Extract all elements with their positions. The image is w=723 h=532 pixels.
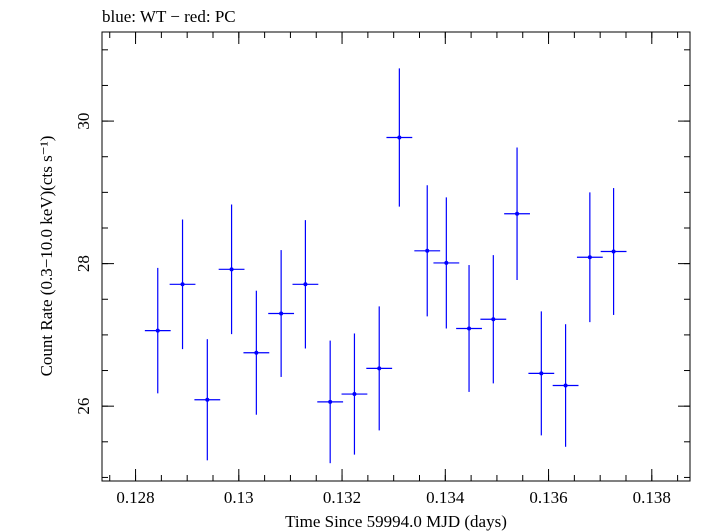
x-tick-label: 0.13 bbox=[224, 488, 254, 507]
point-marker bbox=[229, 267, 234, 272]
point-marker bbox=[491, 317, 496, 322]
point-marker bbox=[611, 249, 616, 254]
point-marker bbox=[539, 371, 544, 376]
point-marker bbox=[254, 350, 259, 355]
data-point bbox=[552, 324, 579, 447]
data-point bbox=[317, 340, 344, 464]
plot-frame bbox=[101, 31, 691, 482]
data-point bbox=[456, 265, 482, 392]
data-point bbox=[504, 147, 530, 281]
chart-title: blue: WT − red: PC bbox=[102, 7, 236, 26]
y-tick-label: 26 bbox=[74, 398, 93, 415]
y-tick-label: 30 bbox=[74, 113, 93, 130]
data-point bbox=[414, 185, 441, 317]
data-point bbox=[243, 290, 270, 415]
point-marker bbox=[425, 248, 430, 253]
data-point bbox=[218, 204, 245, 335]
data-point bbox=[268, 250, 295, 377]
data-point bbox=[169, 219, 196, 350]
data-point bbox=[341, 333, 368, 455]
data-point bbox=[144, 267, 171, 394]
point-marker bbox=[467, 326, 472, 331]
data-point bbox=[386, 68, 413, 207]
point-marker bbox=[444, 260, 449, 265]
data-point bbox=[480, 255, 507, 384]
data-series bbox=[144, 68, 627, 464]
x-tick-label: 0.138 bbox=[633, 488, 671, 507]
data-point bbox=[576, 192, 603, 323]
x-tick-label: 0.132 bbox=[323, 488, 361, 507]
point-marker bbox=[279, 311, 284, 316]
data-point bbox=[366, 306, 393, 431]
data-point bbox=[600, 188, 627, 315]
data-point bbox=[433, 197, 460, 329]
y-axis-label: Count Rate (0.3−10.0 keV)(cts s⁻¹) bbox=[37, 136, 56, 377]
point-marker bbox=[515, 211, 520, 216]
x-tick-label: 0.134 bbox=[426, 488, 465, 507]
point-marker bbox=[397, 135, 402, 140]
point-marker bbox=[563, 383, 568, 388]
x-axis-label: Time Since 59994.0 MJD (days) bbox=[285, 512, 507, 531]
point-marker bbox=[352, 392, 357, 397]
point-marker bbox=[180, 282, 185, 287]
point-marker bbox=[205, 397, 210, 402]
point-marker bbox=[328, 399, 333, 404]
x-tick-label: 0.136 bbox=[529, 488, 567, 507]
x-tick-label: 0.128 bbox=[116, 488, 154, 507]
y-tick-label: 28 bbox=[74, 255, 93, 272]
point-marker bbox=[377, 366, 382, 371]
point-marker bbox=[155, 328, 160, 333]
data-point bbox=[194, 339, 221, 461]
data-point bbox=[528, 311, 555, 436]
data-point bbox=[292, 220, 319, 349]
point-marker bbox=[587, 255, 592, 260]
y-axis-ticks: 26 28 30 bbox=[74, 49, 690, 478]
point-marker bbox=[303, 282, 308, 287]
x-axis-ticks: 0.128 0.13 0.132 0.134 0.136 0.138 bbox=[109, 32, 679, 507]
